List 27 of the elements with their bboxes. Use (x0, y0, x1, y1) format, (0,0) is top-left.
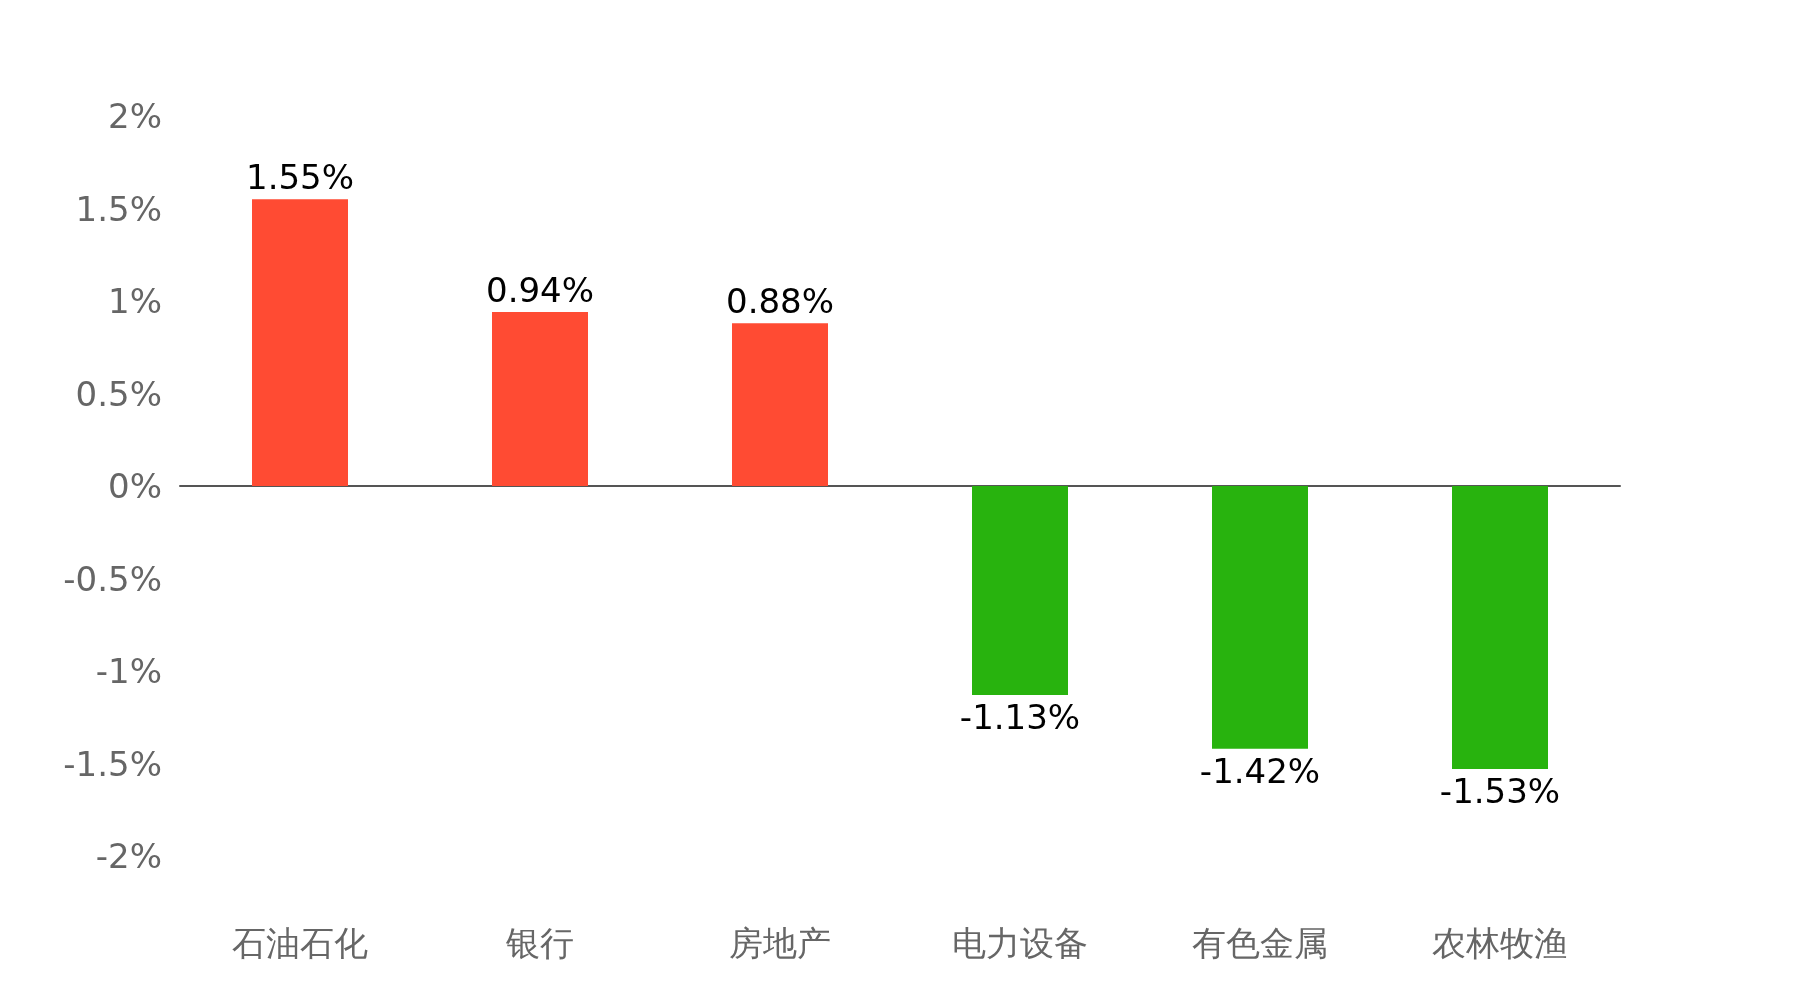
data-label: -1.42% (1199, 750, 1321, 791)
x-tick-label: 农林牧渔 (1432, 923, 1568, 963)
bar (732, 323, 828, 486)
y-tick-label: -0.5% (63, 558, 162, 599)
y-tick-label: -2% (95, 836, 162, 876)
x-tick-label: 银行 (505, 923, 574, 963)
y-tick-label: -1% (95, 651, 162, 691)
y-tick-label: -1.5% (63, 743, 162, 784)
y-tick-label: 0.5% (75, 373, 162, 414)
y-tick-label: 2% (108, 96, 162, 136)
y-tick-label: 0% (108, 466, 162, 506)
bar (1212, 486, 1308, 749)
x-tick-label: 石油石化 (232, 923, 368, 963)
y-tick-label: 1% (108, 281, 162, 321)
x-tick-label: 房地产 (729, 923, 831, 963)
bar (252, 199, 348, 486)
x-tick-label: 电力设备 (952, 923, 1088, 963)
bar (492, 312, 588, 486)
data-label: -1.13% (959, 697, 1081, 738)
x-tick-label: 有色金属 (1192, 923, 1328, 963)
y-tick-label: 1.5% (75, 188, 162, 229)
data-label: -1.53% (1439, 771, 1561, 812)
data-label: 0.94% (485, 270, 595, 311)
data-label: 1.55% (245, 157, 355, 198)
bar (972, 486, 1068, 696)
data-label: 0.88% (725, 281, 835, 322)
bar (1452, 486, 1548, 770)
